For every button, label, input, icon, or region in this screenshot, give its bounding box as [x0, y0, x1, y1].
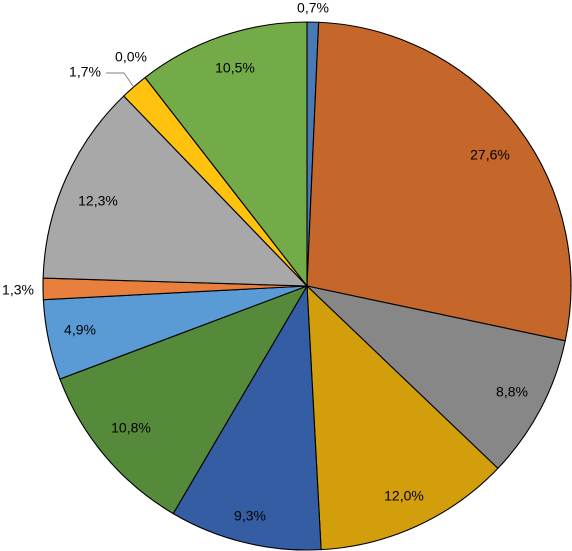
slice-1-7pct-label: 1,7% — [69, 64, 101, 80]
slice-27-6pct-label: 27,6% — [470, 147, 510, 163]
leaders-layer — [106, 72, 134, 87]
slice-1-3pct-label: 1,3% — [2, 282, 34, 298]
slice-8-8pct-label: 8,8% — [496, 384, 528, 400]
slice-12-3pct — [42, 95, 309, 287]
slice-12-3pct-label: 12,3% — [78, 193, 118, 209]
slice-10-5pct-label: 10,5% — [215, 60, 255, 76]
labels-layer: 0,7% 27,6% 8,8% 12,0% 9,3% 10,8% 4,9% 1,3% 12,3%… — [2, 0, 528, 524]
slice-9-3pct — [172, 284, 322, 551]
slice-10-8pct-label: 10,8% — [111, 420, 151, 436]
slice-12-0pct-label: 12,0% — [384, 488, 424, 504]
slice-27-6pct — [306, 21, 572, 342]
slice-12-0pct — [306, 284, 499, 551]
slice-10-5pct — [144, 21, 308, 288]
slice-0-0pct-label: 0,0% — [115, 49, 147, 65]
slice-4-9pct-label: 4,9% — [64, 322, 96, 338]
slice-10-8pct — [59, 284, 309, 515]
slices-layer — [42, 21, 572, 551]
slice-8-8pct — [305, 285, 566, 470]
leader-line-1-7pct — [106, 72, 134, 87]
slice-0-7pct-label: 0,7% — [297, 0, 329, 16]
slice-9-3pct-label: 9,3% — [234, 508, 266, 524]
